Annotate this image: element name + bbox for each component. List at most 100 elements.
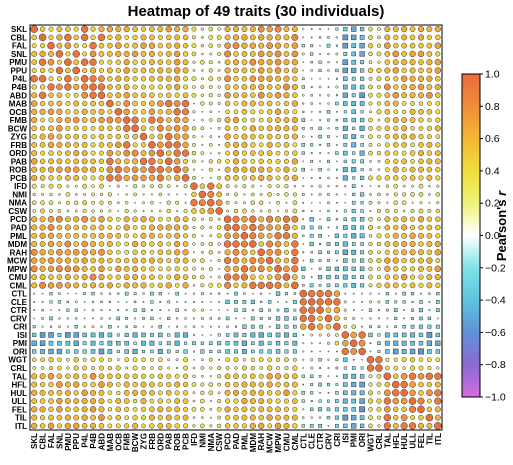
cell-marker: [182, 125, 189, 132]
cell-marker: [89, 249, 97, 256]
cell-marker: [351, 398, 356, 404]
cell-marker: [132, 42, 139, 49]
cell-marker: [55, 50, 64, 58]
cell-marker: [327, 226, 330, 229]
cell-marker: [268, 201, 271, 204]
cell-marker: [173, 100, 181, 107]
cell-marker: [351, 373, 357, 379]
cell-marker: [409, 232, 416, 239]
cell-marker: [376, 51, 382, 57]
cell-marker: [259, 308, 264, 312]
cell-marker: [83, 192, 87, 196]
cell-marker: [310, 333, 314, 337]
cell-marker: [56, 423, 62, 429]
cell-marker: [184, 309, 187, 312]
cell-marker: [75, 292, 78, 295]
cell-marker: [123, 67, 130, 74]
cell-marker: [217, 69, 221, 72]
cell-marker: [75, 317, 78, 320]
cell-marker: [234, 366, 238, 370]
cell-marker: [90, 100, 96, 107]
cell-marker: [360, 27, 365, 32]
cell-marker: [376, 233, 382, 239]
cell-marker: [65, 332, 71, 338]
cell-marker: [266, 166, 273, 173]
row-label: OCB: [9, 108, 27, 117]
cell-marker: [319, 367, 322, 369]
cell-marker: [56, 389, 63, 396]
cell-marker: [107, 249, 113, 256]
cell-marker: [249, 215, 257, 223]
cell-marker: [310, 184, 313, 188]
cell-marker: [115, 274, 121, 280]
cell-marker: [66, 317, 70, 320]
cell-marker: [200, 250, 204, 254]
cell-marker: [302, 28, 305, 31]
row-label: PMI: [13, 339, 27, 348]
cell-marker: [368, 216, 373, 222]
cell-marker: [115, 116, 122, 124]
cell-marker: [65, 92, 71, 98]
cell-marker: [98, 423, 105, 429]
cell-marker: [417, 75, 425, 82]
cell-marker: [39, 133, 46, 140]
cell-marker: [393, 76, 399, 82]
cell-marker: [434, 75, 441, 82]
cell-marker: [149, 274, 155, 280]
cell-marker: [241, 133, 248, 140]
cell-marker: [48, 67, 54, 74]
cell-marker: [241, 389, 248, 396]
cell-marker: [157, 282, 164, 289]
cell-marker: [47, 108, 55, 116]
cell-marker: [56, 26, 63, 33]
cell-marker: [234, 201, 238, 205]
cell-marker: [225, 200, 230, 205]
cell-marker: [377, 424, 381, 428]
cell-marker: [149, 398, 155, 404]
cell-marker: [66, 300, 69, 304]
cell-marker: [392, 50, 400, 58]
cell-marker: [426, 422, 433, 429]
cell-marker: [157, 42, 164, 49]
cell-marker: [392, 100, 399, 107]
cell-marker: [292, 423, 298, 429]
cell-marker: [40, 43, 46, 49]
cell-marker: [310, 28, 313, 30]
cell-marker: [343, 150, 348, 156]
cell-marker: [174, 224, 181, 231]
cell-marker: [223, 215, 232, 224]
cell-marker: [107, 200, 112, 205]
cell-marker: [149, 357, 154, 362]
cell-marker: [183, 349, 188, 354]
cell-marker: [310, 135, 313, 138]
cell-marker: [82, 175, 88, 181]
cell-marker: [83, 301, 86, 303]
column-label: MCW: [266, 433, 275, 453]
column-label: CBL: [39, 433, 48, 450]
cell-marker: [207, 207, 215, 215]
cell-marker: [117, 300, 120, 303]
cell-marker: [283, 59, 290, 66]
cell-marker: [426, 340, 433, 346]
column-label: ORD: [156, 433, 165, 451]
cell-marker: [140, 51, 147, 57]
cell-marker: [384, 365, 390, 371]
cell-marker: [426, 274, 433, 281]
row-label: P4B: [11, 83, 27, 92]
cell-marker: [249, 398, 256, 405]
cell-marker: [165, 34, 172, 41]
cell-marker: [192, 424, 196, 428]
cell-marker: [334, 233, 340, 238]
cell-marker: [425, 372, 434, 380]
cell-marker: [291, 67, 298, 74]
cell-marker: [91, 308, 95, 312]
cell-marker: [200, 27, 205, 31]
cell-marker: [310, 276, 313, 278]
cell-marker: [209, 118, 213, 122]
cell-marker: [64, 174, 71, 181]
cell-marker: [352, 192, 356, 197]
cell-marker: [241, 406, 248, 413]
cell-marker: [275, 167, 281, 173]
cell-marker: [73, 76, 79, 82]
cell-marker: [200, 35, 204, 39]
